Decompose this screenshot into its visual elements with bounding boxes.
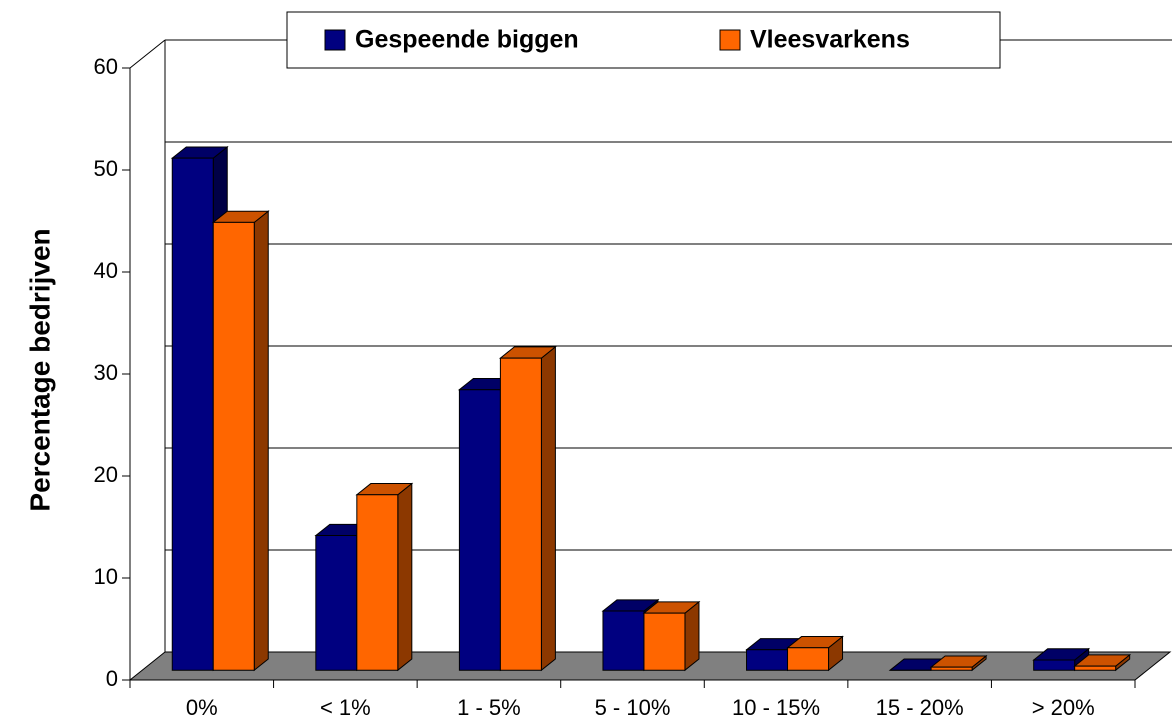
legend-swatch [324,29,346,51]
y-tick-label: 10 [94,564,118,589]
bar-front [746,649,789,671]
x-tick-label: 0% [186,695,218,720]
legend-label: Vleesvarkens [750,26,910,54]
x-tick-label: 15 - 20% [876,695,964,720]
y-axis-label: Percentage bedrijven [24,228,55,511]
bar-front [356,494,399,671]
x-tick-label: < 1% [320,695,371,720]
legend-label: Gespeende biggen [355,26,579,54]
y-tick-label: 0 [106,666,118,691]
x-tick-label: > 20% [1032,695,1095,720]
bar-front [499,357,542,671]
x-tick-label: 5 - 10% [595,695,671,720]
y-tick-label: 30 [94,360,118,385]
x-tick-label: 1 - 5% [457,695,521,720]
bar-front [787,647,830,671]
bar-front [458,389,501,671]
bar [786,635,844,672]
legend-box [286,11,1001,69]
bar-front [1074,665,1117,671]
bar [1073,653,1132,672]
bar-front [212,221,255,671]
bar-front [602,610,645,671]
x-tick-label: 10 - 15% [732,695,820,720]
y-tick-label: 60 [94,54,118,79]
bar-front [930,666,973,671]
y-tick-label: 50 [94,156,118,181]
bar-front [315,535,358,671]
bar-side [397,482,413,672]
bar [355,482,414,672]
y-tick-label: 20 [94,462,118,487]
y-tick-label: 40 [94,258,118,283]
bar-side [684,600,700,672]
wall-edge [129,39,166,69]
bar [498,345,557,672]
bar-front [1033,659,1076,671]
bar-front [171,157,214,671]
bar-side [540,345,556,672]
legend-swatch [719,29,741,51]
bar [929,654,988,672]
bar-front [643,612,686,671]
bar-side [253,210,269,672]
bar [642,600,701,672]
bar [211,210,270,672]
